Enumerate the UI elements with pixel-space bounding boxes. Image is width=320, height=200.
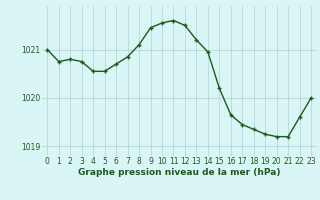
X-axis label: Graphe pression niveau de la mer (hPa): Graphe pression niveau de la mer (hPa) (78, 168, 280, 177)
